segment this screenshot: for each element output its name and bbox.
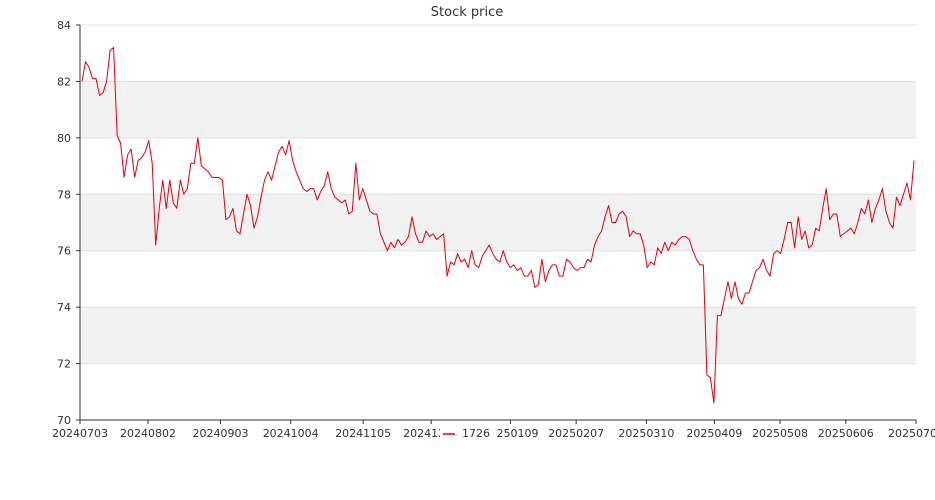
y-tick-label: 80	[57, 132, 71, 145]
x-tick-label: 20250508	[752, 427, 808, 440]
y-tick-label: 74	[57, 301, 71, 314]
y-axis-ticks: 70 72 74 76 78 80 82 84	[57, 19, 80, 427]
grid-bands	[80, 81, 916, 364]
axes	[79, 25, 916, 421]
series-layer	[81, 47, 915, 404]
y-tick-label: 72	[57, 358, 71, 371]
grid-band	[80, 194, 916, 251]
x-tick-label: 20241004	[263, 427, 319, 440]
x-tick-label: 20250409	[686, 427, 742, 440]
series-line	[81, 47, 915, 404]
x-tick-label: 20250207	[548, 427, 604, 440]
grid-band	[80, 81, 916, 138]
x-axis-ticks: 20240703 20240802 20240903 20241004 20241105…	[52, 420, 935, 440]
chart-title: Stock price	[431, 5, 503, 20]
grid-band	[80, 307, 916, 364]
x-tick-label: 20250109	[482, 427, 538, 440]
legend-background	[440, 425, 496, 441]
y-tick-label: 84	[57, 19, 71, 32]
x-tick-label: 20241105	[335, 427, 391, 440]
x-tick-label: 20250310	[618, 427, 674, 440]
y-tick-label: 82	[57, 75, 71, 88]
x-tick-label: 20250707	[888, 427, 935, 440]
y-tick-label: 76	[57, 245, 71, 258]
legend: 1726	[440, 425, 496, 441]
x-tick-label: 20240903	[192, 427, 248, 440]
x-tick-label: 20250606	[818, 427, 874, 440]
x-tick-label: 20240802	[120, 427, 176, 440]
y-tick-label: 70	[57, 414, 71, 427]
x-tick-label: 20240703	[52, 427, 108, 440]
y-tick-label: 78	[57, 188, 71, 201]
legend-label: 1726	[462, 427, 490, 440]
